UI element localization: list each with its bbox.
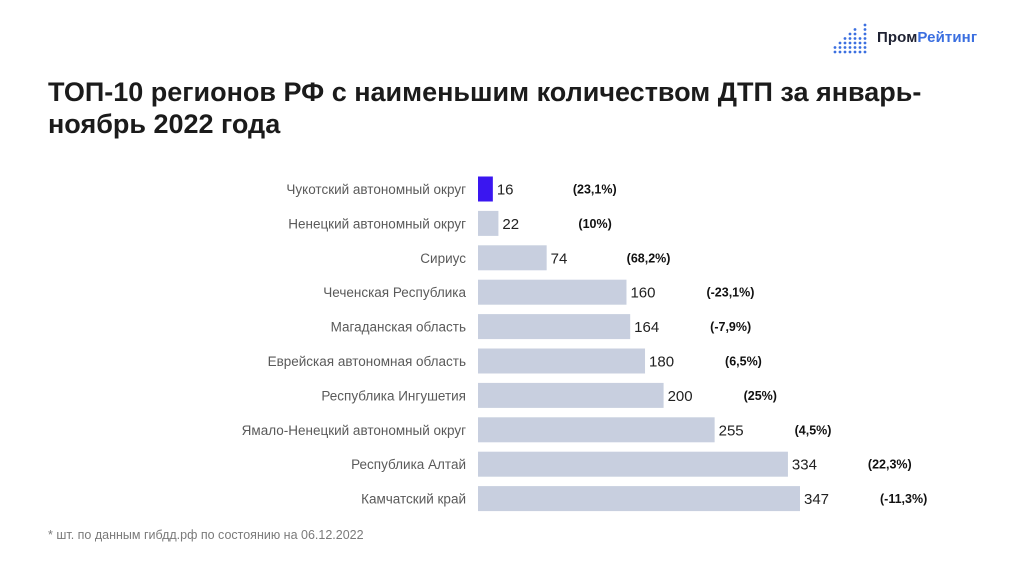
bar xyxy=(478,486,800,512)
bar xyxy=(478,417,715,443)
value-label: 160 xyxy=(630,285,655,302)
logo-dot xyxy=(833,50,837,54)
logo-dot xyxy=(863,41,867,45)
category-label: Еврейская автономная область xyxy=(268,354,466,369)
category-label: Сириус xyxy=(420,251,466,266)
logo-dot xyxy=(838,50,842,54)
logo-dots-icon xyxy=(833,23,867,54)
category-label: Чукотский автономный округ xyxy=(286,182,466,197)
bar xyxy=(478,348,646,374)
value-label: 16 xyxy=(497,182,514,199)
logo-dot xyxy=(843,50,847,54)
logo-dot xyxy=(853,28,857,31)
logo-dot xyxy=(843,37,847,40)
logo-dot xyxy=(833,46,837,49)
value-label: 164 xyxy=(634,319,659,336)
value-label: 255 xyxy=(719,422,744,439)
change-label: (25%) xyxy=(744,389,777,403)
page-title: ТОП-10 регионов РФ с наименьшим количест… xyxy=(48,77,922,139)
change-label: (68,2%) xyxy=(627,251,671,265)
logo-dot xyxy=(838,46,842,49)
bar xyxy=(478,314,631,340)
category-label: Республика Ингушетия xyxy=(321,388,466,403)
brand-logo: ПромРейтинг xyxy=(833,20,977,54)
logo-dot xyxy=(858,50,862,54)
logo-dot xyxy=(863,46,867,49)
change-label: (22,3%) xyxy=(868,458,912,472)
logo-dot xyxy=(853,32,857,36)
logo-dot xyxy=(858,37,862,40)
bar xyxy=(478,451,788,477)
change-label: (4,5%) xyxy=(795,423,832,437)
logo-dot xyxy=(853,41,857,45)
logo-dot xyxy=(853,37,857,40)
value-label: 334 xyxy=(792,457,817,474)
logo-dot xyxy=(848,50,852,54)
category-label: Ненецкий автономный округ xyxy=(288,216,466,231)
change-label: (23,1%) xyxy=(573,183,617,197)
change-label: (-11,3%) xyxy=(880,492,927,506)
logo-dot xyxy=(848,46,852,49)
brand-name-part2: Рейтинг xyxy=(917,28,978,46)
logo-dot xyxy=(853,50,857,54)
value-label: 200 xyxy=(668,388,693,405)
bar xyxy=(478,279,627,305)
brand-name-part1: Пром xyxy=(877,28,918,46)
logo-dot xyxy=(858,41,862,45)
category-label: Магаданская область xyxy=(331,320,466,335)
footnote: * шт. по данным гибдд.рф по состоянию на… xyxy=(48,528,364,542)
value-label: 22 xyxy=(502,216,519,233)
logo-dot xyxy=(858,46,862,49)
category-label: Ямало-Ненецкий автономный округ xyxy=(242,423,466,438)
change-label: (10%) xyxy=(578,217,611,231)
value-label: 180 xyxy=(649,354,674,371)
bar xyxy=(478,245,547,271)
category-label: Республика Алтай xyxy=(351,457,466,472)
change-label: (-23,1%) xyxy=(706,286,754,300)
logo-dot xyxy=(853,46,857,49)
bar xyxy=(478,382,664,408)
logo-dot xyxy=(843,46,847,49)
change-label: (-7,9%) xyxy=(710,320,751,334)
logo-dot xyxy=(838,41,842,45)
logo-dot xyxy=(848,37,852,40)
bar xyxy=(478,176,493,202)
logo-dot xyxy=(848,41,852,45)
logo-dot xyxy=(863,23,867,27)
logo-dot xyxy=(863,37,867,40)
category-label: Чеченская Республика xyxy=(323,285,466,300)
bar xyxy=(478,210,499,236)
brand-name: ПромРейтинг xyxy=(877,29,977,46)
change-label: (6,5%) xyxy=(725,355,762,369)
logo-dot xyxy=(848,32,852,36)
logo-dot xyxy=(843,41,847,45)
value-label: 347 xyxy=(804,491,829,508)
value-label: 74 xyxy=(551,250,568,267)
logo-dot xyxy=(863,28,867,31)
category-label: Камчатский край xyxy=(361,492,466,507)
logo-dot xyxy=(863,32,867,36)
logo-dot xyxy=(863,50,867,54)
